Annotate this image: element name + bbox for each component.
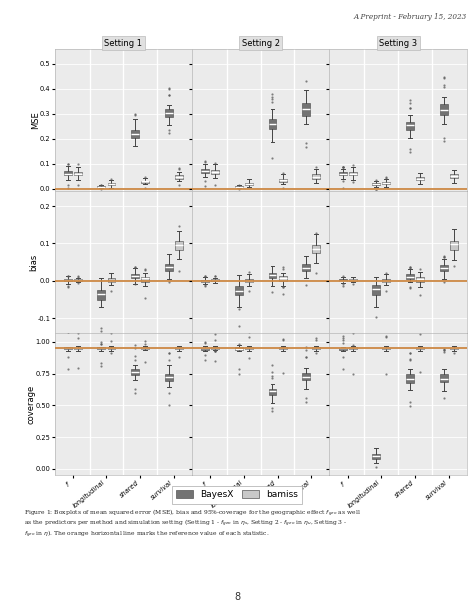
PathPatch shape xyxy=(245,348,253,349)
PathPatch shape xyxy=(279,347,286,349)
PathPatch shape xyxy=(141,277,149,281)
PathPatch shape xyxy=(339,348,346,349)
PathPatch shape xyxy=(339,172,346,175)
PathPatch shape xyxy=(98,290,105,300)
PathPatch shape xyxy=(383,348,390,349)
PathPatch shape xyxy=(108,347,115,349)
PathPatch shape xyxy=(416,277,424,282)
PathPatch shape xyxy=(131,130,139,137)
PathPatch shape xyxy=(245,279,253,282)
PathPatch shape xyxy=(141,347,149,349)
PathPatch shape xyxy=(64,172,72,175)
PathPatch shape xyxy=(450,174,457,178)
PathPatch shape xyxy=(165,374,173,381)
PathPatch shape xyxy=(141,181,149,183)
PathPatch shape xyxy=(373,454,380,459)
Y-axis label: MSE: MSE xyxy=(31,111,40,129)
PathPatch shape xyxy=(211,348,219,349)
PathPatch shape xyxy=(131,370,139,375)
Text: $f_{geo}$ in $\eta$). The orange horizontal line marks the reference value of ea: $f_{geo}$ in $\eta$). The orange horizon… xyxy=(24,528,269,539)
PathPatch shape xyxy=(165,109,173,117)
Y-axis label: bias: bias xyxy=(29,253,38,271)
PathPatch shape xyxy=(339,280,346,281)
PathPatch shape xyxy=(201,348,209,349)
PathPatch shape xyxy=(235,286,243,295)
PathPatch shape xyxy=(349,280,356,281)
PathPatch shape xyxy=(74,172,82,175)
PathPatch shape xyxy=(74,348,82,349)
PathPatch shape xyxy=(201,280,209,282)
PathPatch shape xyxy=(440,104,447,115)
PathPatch shape xyxy=(450,348,457,349)
Legend: BayesX, bamiss: BayesX, bamiss xyxy=(172,485,302,504)
Title: Setting 2: Setting 2 xyxy=(242,39,280,48)
Text: Figure 1: Boxplots of mean squared error (MSE), bias and 95%-coverage for the ge: Figure 1: Boxplots of mean squared error… xyxy=(24,508,361,519)
PathPatch shape xyxy=(165,264,173,271)
PathPatch shape xyxy=(269,119,276,129)
PathPatch shape xyxy=(175,241,182,250)
PathPatch shape xyxy=(98,348,105,349)
PathPatch shape xyxy=(312,174,320,178)
PathPatch shape xyxy=(312,245,320,253)
Title: Setting 3: Setting 3 xyxy=(379,39,417,48)
PathPatch shape xyxy=(383,181,390,185)
PathPatch shape xyxy=(211,170,219,175)
PathPatch shape xyxy=(349,172,356,175)
PathPatch shape xyxy=(235,348,243,349)
Text: 8: 8 xyxy=(234,592,240,602)
PathPatch shape xyxy=(440,265,447,271)
PathPatch shape xyxy=(279,179,286,182)
PathPatch shape xyxy=(98,186,105,187)
PathPatch shape xyxy=(302,264,310,271)
PathPatch shape xyxy=(312,348,320,349)
Y-axis label: coverage: coverage xyxy=(27,384,36,424)
Title: Setting 1: Setting 1 xyxy=(104,39,142,48)
PathPatch shape xyxy=(302,373,310,380)
PathPatch shape xyxy=(108,183,115,185)
PathPatch shape xyxy=(131,274,139,278)
PathPatch shape xyxy=(211,279,219,281)
PathPatch shape xyxy=(406,275,414,279)
PathPatch shape xyxy=(373,183,380,185)
PathPatch shape xyxy=(245,183,253,185)
PathPatch shape xyxy=(201,169,209,173)
PathPatch shape xyxy=(175,175,182,179)
PathPatch shape xyxy=(416,177,424,180)
PathPatch shape xyxy=(108,278,115,282)
PathPatch shape xyxy=(175,348,182,349)
PathPatch shape xyxy=(373,285,380,294)
PathPatch shape xyxy=(349,348,356,349)
PathPatch shape xyxy=(74,280,82,281)
PathPatch shape xyxy=(269,389,276,395)
PathPatch shape xyxy=(302,103,310,116)
PathPatch shape xyxy=(279,276,286,281)
PathPatch shape xyxy=(406,122,414,130)
PathPatch shape xyxy=(416,347,424,349)
PathPatch shape xyxy=(383,279,390,282)
Text: A Preprint - February 15, 2023: A Preprint - February 15, 2023 xyxy=(354,13,467,21)
PathPatch shape xyxy=(450,242,457,250)
PathPatch shape xyxy=(235,186,243,187)
PathPatch shape xyxy=(64,279,72,281)
Text: as the predictors per method and simulation setting (Setting 1 - $f_{geo}$ in $\: as the predictors per method and simulat… xyxy=(24,518,347,529)
PathPatch shape xyxy=(440,374,447,382)
PathPatch shape xyxy=(406,375,414,383)
PathPatch shape xyxy=(64,348,72,349)
PathPatch shape xyxy=(269,273,276,278)
